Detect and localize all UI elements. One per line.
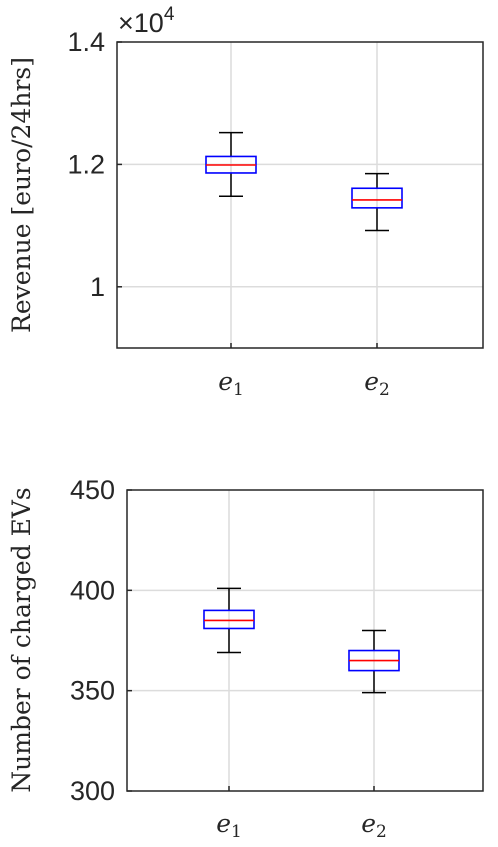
iqr-box: [203, 609, 255, 630]
charged-evs-category-label-1: e1: [216, 809, 242, 842]
revenue-box-2: [351, 172, 403, 232]
revenue-y-axis-label: Revenue [euro/24hrs]: [7, 57, 36, 333]
charged-evs-box-2: [348, 629, 400, 694]
revenue-plot-area: [116, 41, 484, 349]
revenue-category-label-1: e1: [218, 367, 244, 400]
revenue-box-1: [205, 131, 257, 197]
charged-evs-ytick-label: 450: [70, 475, 115, 505]
revenue-ytick-label: 1.2: [67, 149, 105, 179]
charged-evs-chart: 300 350 400 450 Number of charged EVs e1 e2: [7, 475, 484, 842]
iqr-box: [351, 187, 403, 209]
charged-evs-box-1: [203, 587, 255, 654]
charged-evs-y-axis-label: Number of charged EVs: [7, 487, 36, 792]
revenue-ytick-label: 1.4: [67, 27, 105, 57]
charged-evs-plot-area: [126, 489, 484, 792]
revenue-chart: 1 1.2 1.4 ×104 Revenue [euro/24hrs] e1 e2: [7, 4, 484, 400]
revenue-ytick-label: 1: [90, 272, 105, 302]
revenue-category-label-2: e2: [364, 367, 390, 400]
charged-evs-category-label-2: e2: [361, 809, 387, 842]
charged-evs-ytick-label: 400: [70, 575, 115, 605]
charged-evs-ytick-label: 300: [70, 776, 115, 806]
revenue-exponent-label: ×104: [118, 4, 175, 38]
charged-evs-ytick-label: 350: [70, 676, 115, 706]
